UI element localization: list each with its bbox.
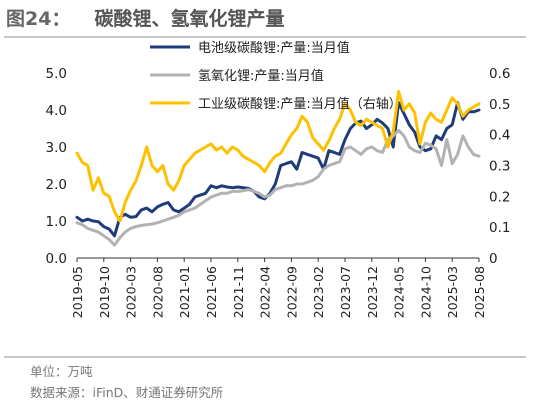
y-left-tick-label: 4.0 [46, 103, 67, 119]
y-right-tick-label: 0.6 [489, 66, 510, 82]
title-divider [4, 36, 526, 38]
footer-divider [4, 356, 526, 358]
x-tick-label: 2020-08 [150, 266, 165, 318]
y-left-tick-label: 1.0 [46, 214, 67, 230]
x-tick-label: 2022-09 [284, 266, 299, 318]
x-tick-label: 2021-01 [177, 266, 192, 318]
series-line-2 [75, 128, 481, 247]
x-tick-label: 2025-03 [445, 266, 460, 318]
y-right-tick-label: 0.3 [489, 159, 510, 175]
figure-number: 图24： [6, 8, 71, 30]
legend-label-1: 电池级碳酸锂:产量:当月值 [198, 40, 350, 56]
x-tick-label: 2020-03 [124, 266, 139, 318]
source-note: 数据来源：iFinD、财通证券研究所 [30, 385, 224, 400]
x-tick-label: 2021-11 [231, 266, 246, 318]
chart-axes: 0.0 1.0 2.0 3.0 4.0 5.0 0 0.1 0.2 0.3 0.4 0.5 0.6 201… [46, 66, 511, 318]
y-left-tick-label: 2.0 [46, 177, 67, 193]
x-tick-label: 2025-08 [472, 266, 487, 318]
series-line-1 [75, 101, 481, 238]
unit-note: 单位：万吨 [30, 364, 93, 379]
y-right-tick-label: 0.5 [489, 97, 510, 113]
chart-series-layer [75, 90, 481, 247]
line-chart: 0.0 1.0 2.0 3.0 4.0 5.0 0 0.1 0.2 0.3 0.4 0.5 0.6 201… [46, 40, 511, 318]
x-tick-label: 2022-04 [258, 266, 273, 318]
legend-label-3: 工业级碳酸锂:产量:当月值（右轴） [198, 96, 402, 112]
x-tick-label: 2024-05 [392, 266, 407, 318]
x-tick-label: 2023-02 [311, 266, 326, 318]
legend-label-2: 氢氧化锂:产量:当月值 [198, 68, 324, 84]
y-left-tick-label: 3.0 [46, 140, 67, 156]
series-line-3 [75, 90, 481, 223]
x-tick-label: 2021-06 [204, 266, 219, 318]
x-tick-label: 2019-10 [97, 266, 112, 318]
x-tick-label: 2024-10 [418, 266, 433, 318]
x-tick-label: 2019-05 [70, 266, 85, 318]
figure-title-text: 碳酸锂、氢氧化锂产量 [94, 8, 285, 30]
x-tick-label: 2023-12 [365, 266, 380, 318]
y-right-tick-label: 0.4 [489, 128, 510, 144]
y-right-tick-label: 0 [489, 251, 498, 267]
y-right-tick-label: 0.2 [489, 189, 510, 205]
y-right-tick-label: 0.1 [489, 220, 510, 236]
chart-legend: 电池级碳酸锂:产量:当月值氢氧化锂:产量:当月值工业级碳酸锂:产量:当月值（右轴… [150, 40, 402, 112]
y-left-tick-label: 5.0 [46, 66, 67, 82]
y-left-tick-label: 0.0 [46, 251, 67, 267]
figure-title: 图24： 碳酸锂、氢氧化锂产量 [6, 4, 284, 34]
x-tick-label: 2023-07 [338, 266, 353, 318]
